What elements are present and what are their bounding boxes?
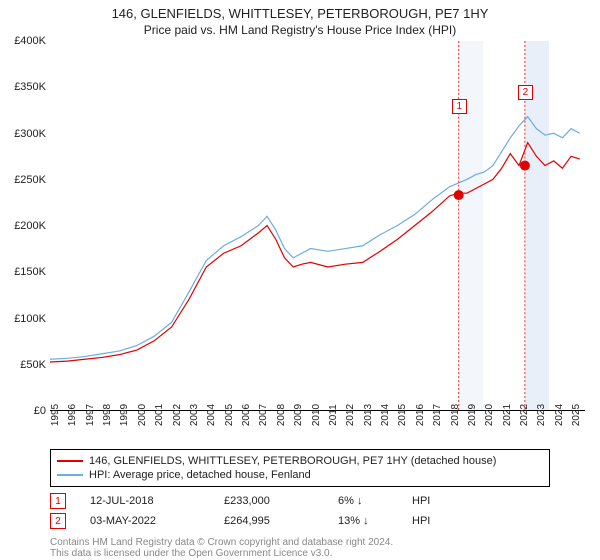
x-tick-label: 2016 bbox=[415, 404, 426, 426]
x-tick-label: 1997 bbox=[85, 404, 96, 426]
y-tick-label: £400K bbox=[0, 35, 46, 47]
x-tick-label: 2020 bbox=[484, 404, 495, 426]
sale-price: £264,995 bbox=[224, 515, 314, 527]
chart-container: 146, GLENFIELDS, WHITTLESEY, PETERBOROUG… bbox=[0, 0, 600, 560]
x-tick-label: 2023 bbox=[536, 404, 547, 426]
x-tick-label: 2008 bbox=[276, 404, 287, 426]
footer-line: This data is licensed under the Open Gov… bbox=[50, 548, 550, 559]
x-tick-label: 2005 bbox=[224, 404, 235, 426]
x-tick-label: 1998 bbox=[102, 404, 113, 426]
x-tick-label: 2025 bbox=[571, 404, 582, 426]
legend: 146, GLENFIELDS, WHITTLESEY, PETERBOROUG… bbox=[50, 449, 550, 487]
sale-dot bbox=[520, 161, 530, 171]
legend-label: HPI: Average price, detached house, Fenl… bbox=[89, 469, 311, 481]
x-tick-label: 2011 bbox=[328, 404, 339, 426]
x-tick-label: 2007 bbox=[258, 404, 269, 426]
y-tick-label: £0 bbox=[0, 405, 46, 417]
legend-label: 146, GLENFIELDS, WHITTLESEY, PETERBOROUG… bbox=[89, 455, 496, 467]
legend-swatch bbox=[57, 474, 83, 476]
sale-price: £233,000 bbox=[224, 495, 314, 507]
plot-area: £0£50K£100K£150K£200K£250K£300K£350K£400… bbox=[50, 41, 585, 411]
x-tick-label: 2019 bbox=[467, 404, 478, 426]
y-tick-label: £250K bbox=[0, 174, 46, 186]
x-tick-label: 2014 bbox=[380, 404, 391, 426]
y-tick-label: £200K bbox=[0, 220, 46, 232]
x-tick-label: 2000 bbox=[137, 404, 148, 426]
x-tick-label: 1999 bbox=[119, 404, 130, 426]
x-tick-label: 2017 bbox=[432, 404, 443, 426]
legend-item: HPI: Average price, detached house, Fenl… bbox=[57, 468, 543, 482]
chart-title: 146, GLENFIELDS, WHITTLESEY, PETERBOROUG… bbox=[0, 0, 600, 21]
x-tick-label: 2006 bbox=[241, 404, 252, 426]
x-tick-label: 1995 bbox=[50, 404, 61, 426]
x-tick-label: 2018 bbox=[450, 404, 461, 426]
sale-annotation-box: 1 bbox=[452, 99, 467, 114]
x-tick-label: 2002 bbox=[172, 404, 183, 426]
sale-dot bbox=[454, 190, 464, 200]
sale-vs-hpi: HPI bbox=[412, 495, 472, 507]
x-tick-label: 1996 bbox=[67, 404, 78, 426]
footer-line: Contains HM Land Registry data © Crown c… bbox=[50, 537, 550, 548]
x-tick-label: 2021 bbox=[502, 404, 513, 426]
x-tick-label: 2003 bbox=[189, 404, 200, 426]
sales-table: 1 12-JUL-2018 £233,000 6% ↓ HPI 2 03-MAY… bbox=[50, 491, 550, 531]
sale-row: 1 12-JUL-2018 £233,000 6% ↓ HPI bbox=[50, 491, 550, 511]
y-tick-label: £50K bbox=[0, 359, 46, 371]
x-tick-label: 2010 bbox=[311, 404, 322, 426]
sale-date: 03-MAY-2022 bbox=[90, 515, 200, 527]
y-tick-label: £350K bbox=[0, 81, 46, 93]
legend-item: 146, GLENFIELDS, WHITTLESEY, PETERBOROUG… bbox=[57, 454, 543, 468]
x-axis-ticks: 1995199619971998199920002001200220032004… bbox=[50, 411, 585, 447]
x-tick-label: 2004 bbox=[206, 404, 217, 426]
sale-marker-icon: 1 bbox=[50, 493, 66, 509]
footer: Contains HM Land Registry data © Crown c… bbox=[50, 537, 550, 559]
sale-row: 2 03-MAY-2022 £264,995 13% ↓ HPI bbox=[50, 511, 550, 531]
hpi-line bbox=[50, 117, 580, 360]
y-tick-label: £150K bbox=[0, 266, 46, 278]
sale-vs-hpi: HPI bbox=[412, 515, 472, 527]
chart-subtitle: Price paid vs. HM Land Registry's House … bbox=[0, 21, 600, 41]
price_paid-line bbox=[50, 143, 580, 363]
sale-annotation-box: 2 bbox=[518, 85, 533, 100]
x-tick-label: 2001 bbox=[154, 404, 165, 426]
sale-marker-icon: 2 bbox=[50, 513, 66, 529]
x-tick-label: 2015 bbox=[397, 404, 408, 426]
y-tick-label: £100K bbox=[0, 313, 46, 325]
y-tick-label: £300K bbox=[0, 128, 46, 140]
sale-date: 12-JUL-2018 bbox=[90, 495, 200, 507]
x-tick-label: 2024 bbox=[554, 404, 565, 426]
x-tick-label: 2012 bbox=[345, 404, 356, 426]
x-tick-label: 2022 bbox=[519, 404, 530, 426]
sale-pct: 6% ↓ bbox=[338, 495, 388, 507]
x-tick-label: 2013 bbox=[363, 404, 374, 426]
x-tick-label: 2009 bbox=[293, 404, 304, 426]
legend-swatch bbox=[57, 460, 83, 462]
line-layer bbox=[50, 41, 585, 410]
sale-pct: 13% ↓ bbox=[338, 515, 388, 527]
